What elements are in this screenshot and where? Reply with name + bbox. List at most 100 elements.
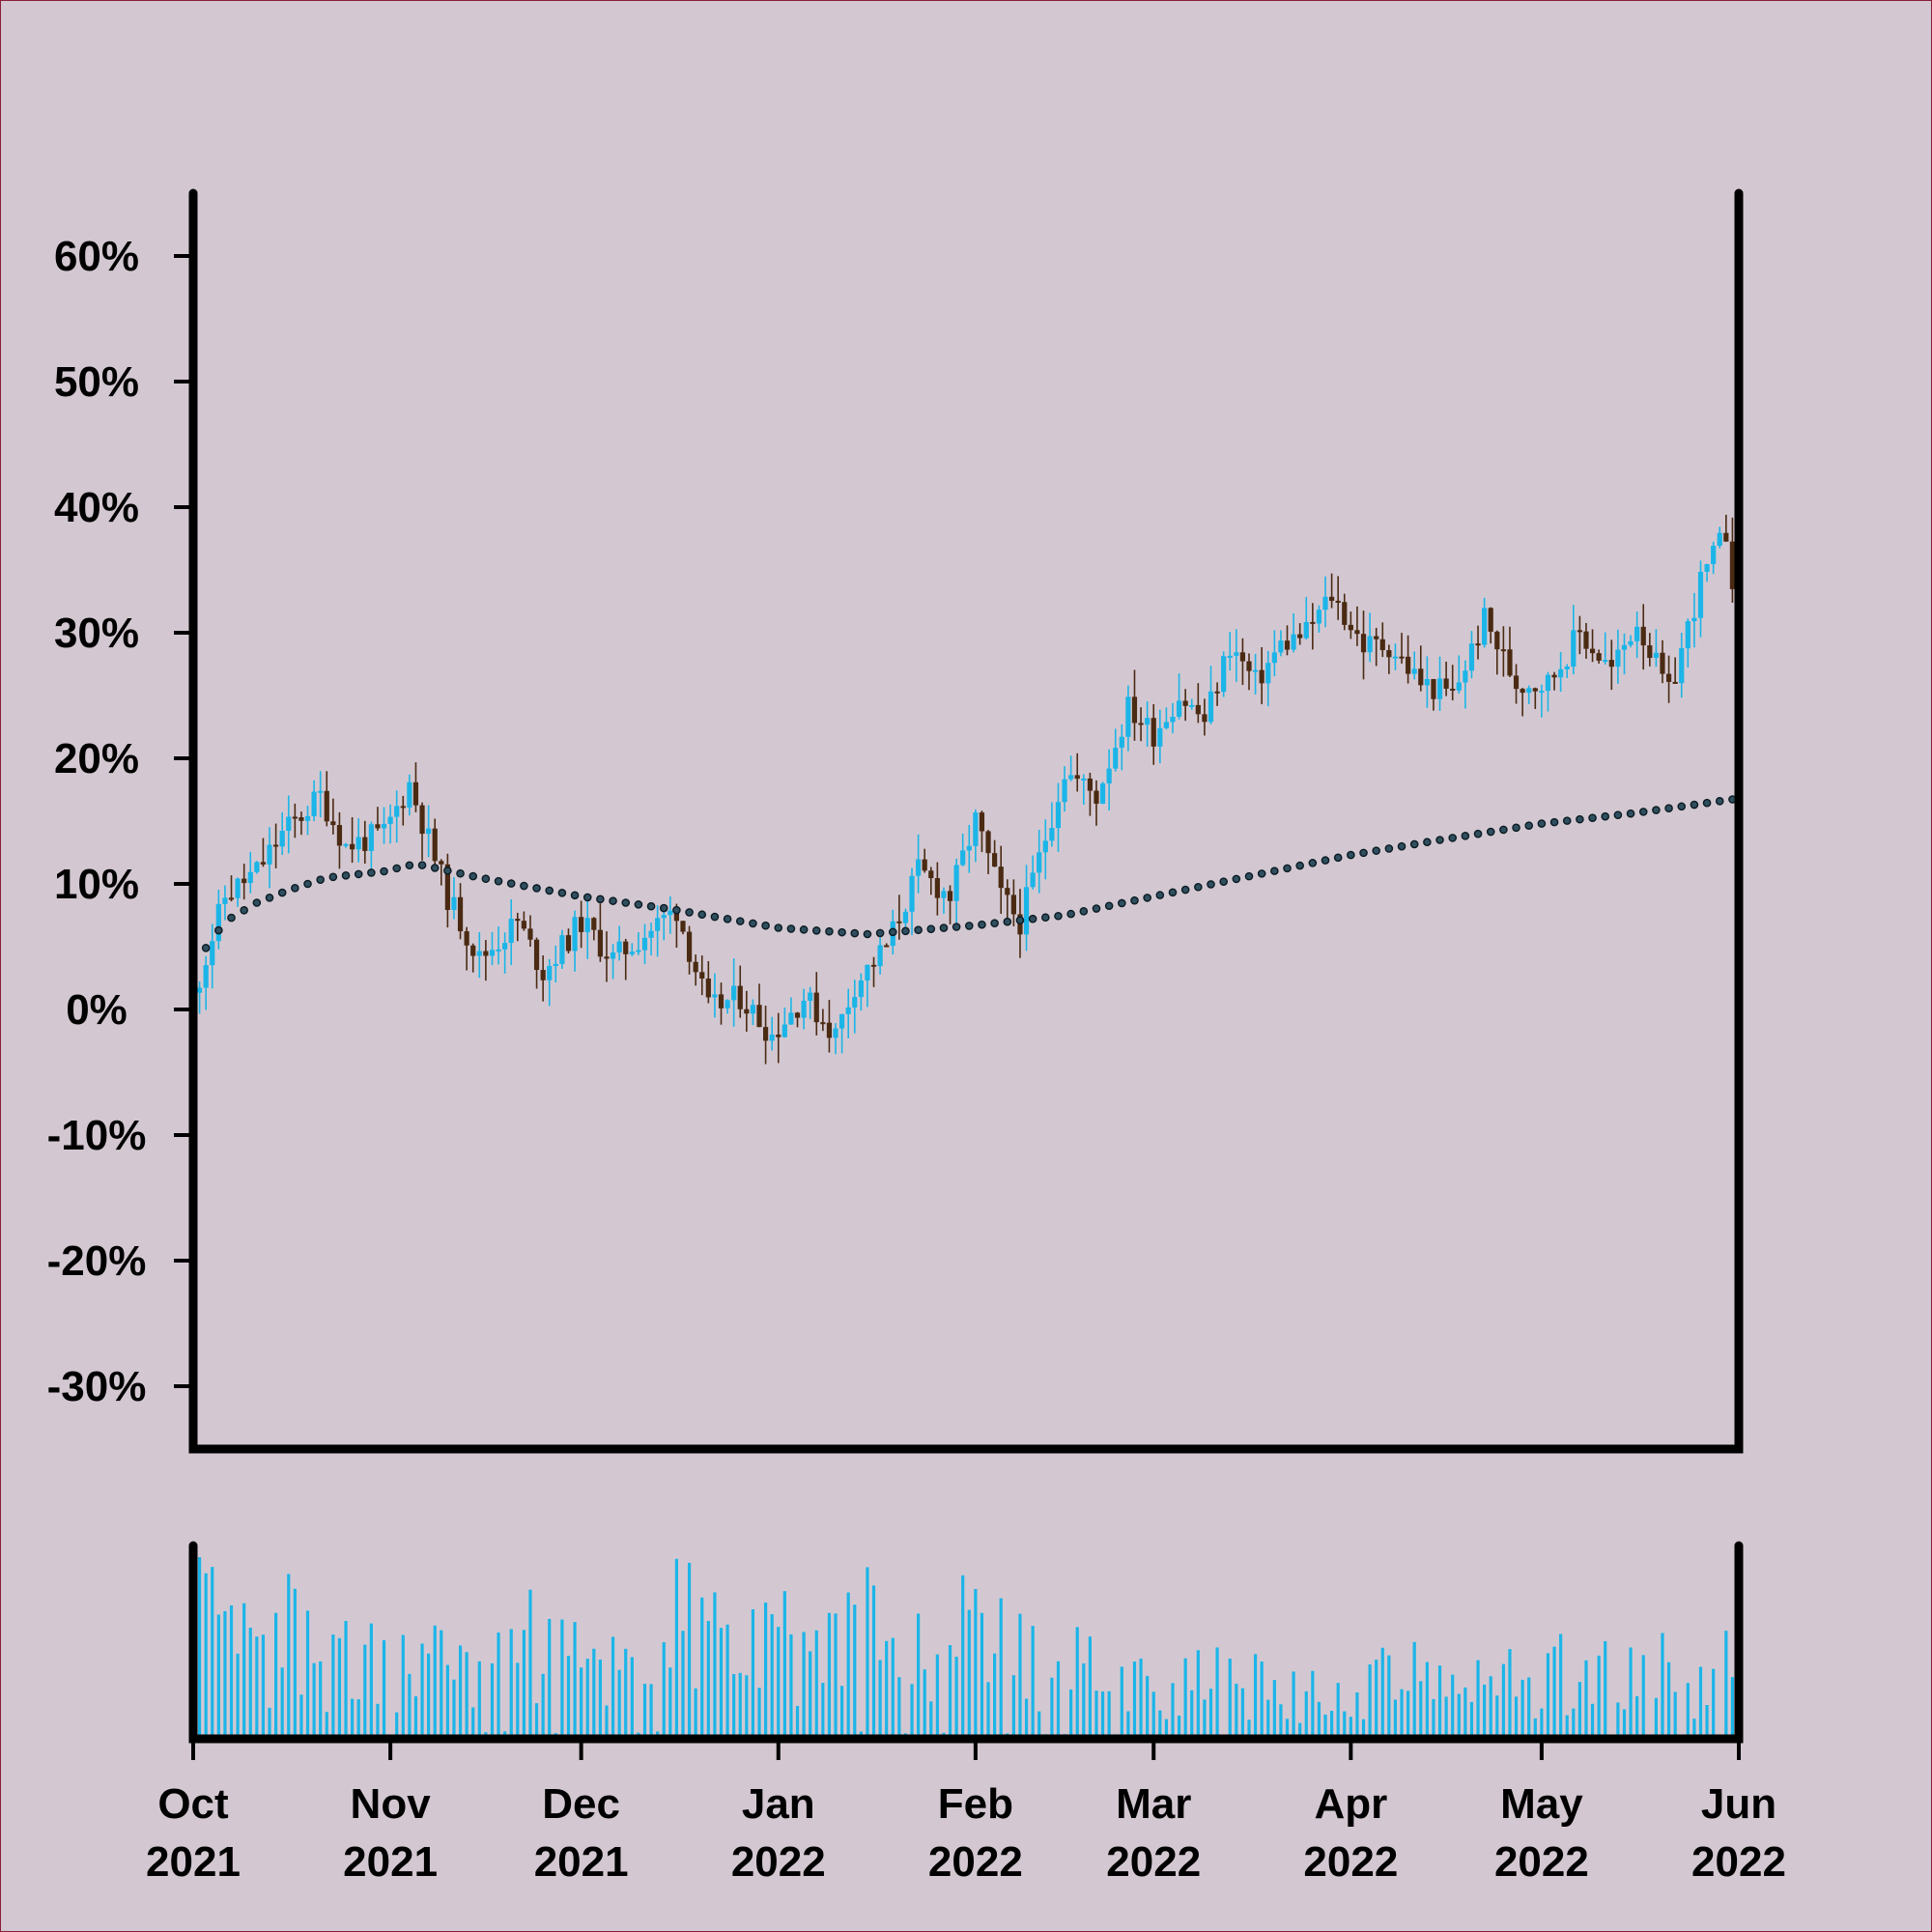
candle xyxy=(222,885,228,921)
candle xyxy=(1634,611,1640,659)
candle xyxy=(1456,655,1462,694)
moving-average-point xyxy=(1397,841,1406,851)
volume-bar xyxy=(1056,1661,1061,1739)
candle xyxy=(1310,603,1316,650)
volume-bar xyxy=(885,1640,889,1739)
candle xyxy=(260,838,267,867)
volume-bar xyxy=(1088,1636,1092,1739)
moving-average-point xyxy=(1295,861,1304,870)
candle xyxy=(1176,673,1182,720)
candle xyxy=(934,862,940,916)
candle xyxy=(292,803,298,838)
moving-average-point xyxy=(277,888,287,897)
candle xyxy=(1284,625,1291,656)
volume-bar xyxy=(1171,1683,1175,1739)
moving-average-point xyxy=(723,915,732,923)
candle xyxy=(762,1006,769,1065)
volume-bar xyxy=(1343,1711,1347,1739)
candle xyxy=(693,954,698,986)
volume-bar xyxy=(706,1621,710,1739)
candle xyxy=(1665,655,1672,703)
moving-average-point xyxy=(1244,871,1254,881)
volume-bar xyxy=(871,1585,876,1739)
candle xyxy=(1113,728,1119,772)
candle xyxy=(801,988,807,1030)
candle xyxy=(1494,630,1500,675)
candle xyxy=(1660,639,1665,684)
volume-bar xyxy=(477,1661,481,1739)
candle xyxy=(1005,879,1010,922)
volume-bar xyxy=(1075,1627,1079,1739)
volume-bar xyxy=(1527,1677,1531,1739)
candle xyxy=(1348,611,1353,639)
moving-average-point xyxy=(609,896,617,905)
candle xyxy=(1303,596,1309,640)
x-tick-labels: Oct 2021 Nov 2021 Dec 2021 Jan 2022 Feb 2022 Mar 20… xyxy=(146,1780,1786,1886)
volume-bar xyxy=(954,1656,958,1739)
candle xyxy=(502,932,508,974)
x-tick-month: Nov xyxy=(351,1780,432,1828)
moving-average-point xyxy=(1347,850,1355,860)
volume-bar xyxy=(1432,1698,1435,1739)
moving-average-point xyxy=(1690,800,1699,810)
y-tick-label: 20% xyxy=(54,735,139,782)
volume-bar xyxy=(356,1699,360,1739)
volume-bar xyxy=(1604,1640,1607,1739)
volume-bar xyxy=(223,1610,227,1739)
volume-bar xyxy=(1514,1696,1519,1739)
volume-bar xyxy=(809,1651,812,1739)
candle xyxy=(1329,573,1335,609)
volume-bar xyxy=(592,1648,596,1739)
volume-bar xyxy=(1183,1658,1187,1739)
candle xyxy=(1010,879,1016,926)
volume-bar xyxy=(1247,1719,1251,1739)
moving-average-point xyxy=(749,919,757,928)
moving-average-point xyxy=(811,925,821,935)
candle xyxy=(584,897,590,959)
volume-bar xyxy=(1069,1689,1073,1739)
volume-bar xyxy=(1444,1696,1448,1739)
moving-average-point xyxy=(1130,895,1139,905)
volume-bar xyxy=(1546,1653,1550,1739)
volume-bar xyxy=(1616,1702,1620,1739)
moving-average-layer xyxy=(188,795,1737,970)
volume-bar xyxy=(1629,1647,1633,1739)
candle xyxy=(387,804,393,844)
candle xyxy=(718,982,724,1025)
volume-bar xyxy=(1317,1701,1321,1739)
volume-bar xyxy=(1705,1704,1709,1739)
volume-bar xyxy=(433,1625,437,1739)
volume-bar xyxy=(630,1657,634,1739)
candle xyxy=(1195,683,1201,724)
volume-bar xyxy=(1285,1719,1290,1739)
moving-average-point xyxy=(1664,804,1673,812)
volume-bar xyxy=(1387,1655,1391,1739)
candle xyxy=(928,867,934,895)
volume-bar xyxy=(580,1667,583,1739)
moving-average-point xyxy=(1715,797,1724,806)
volume-bar xyxy=(986,1682,990,1739)
moving-average-point xyxy=(825,926,834,936)
candle xyxy=(1234,629,1239,682)
moving-average-point xyxy=(392,864,401,873)
x-tick-year: 2021 xyxy=(343,1838,438,1886)
candle xyxy=(228,875,235,902)
volume-bar xyxy=(1164,1719,1169,1739)
volume-bar xyxy=(1311,1670,1315,1739)
candle xyxy=(1163,707,1170,730)
moving-average-point xyxy=(799,925,809,934)
volume-bar xyxy=(351,1698,355,1739)
volume-bar xyxy=(452,1679,456,1739)
moving-average-point xyxy=(1028,914,1037,923)
candle xyxy=(521,911,526,931)
candle xyxy=(304,806,311,836)
moving-average-point xyxy=(1652,806,1661,814)
volume-bar xyxy=(1730,1677,1735,1739)
volume-bar xyxy=(331,1634,335,1739)
volume-bar xyxy=(948,1645,952,1739)
moving-average-point xyxy=(367,868,376,877)
volume-bar xyxy=(694,1688,697,1739)
volume-bar xyxy=(624,1648,628,1739)
candle xyxy=(1335,576,1341,620)
candle xyxy=(1227,632,1233,671)
